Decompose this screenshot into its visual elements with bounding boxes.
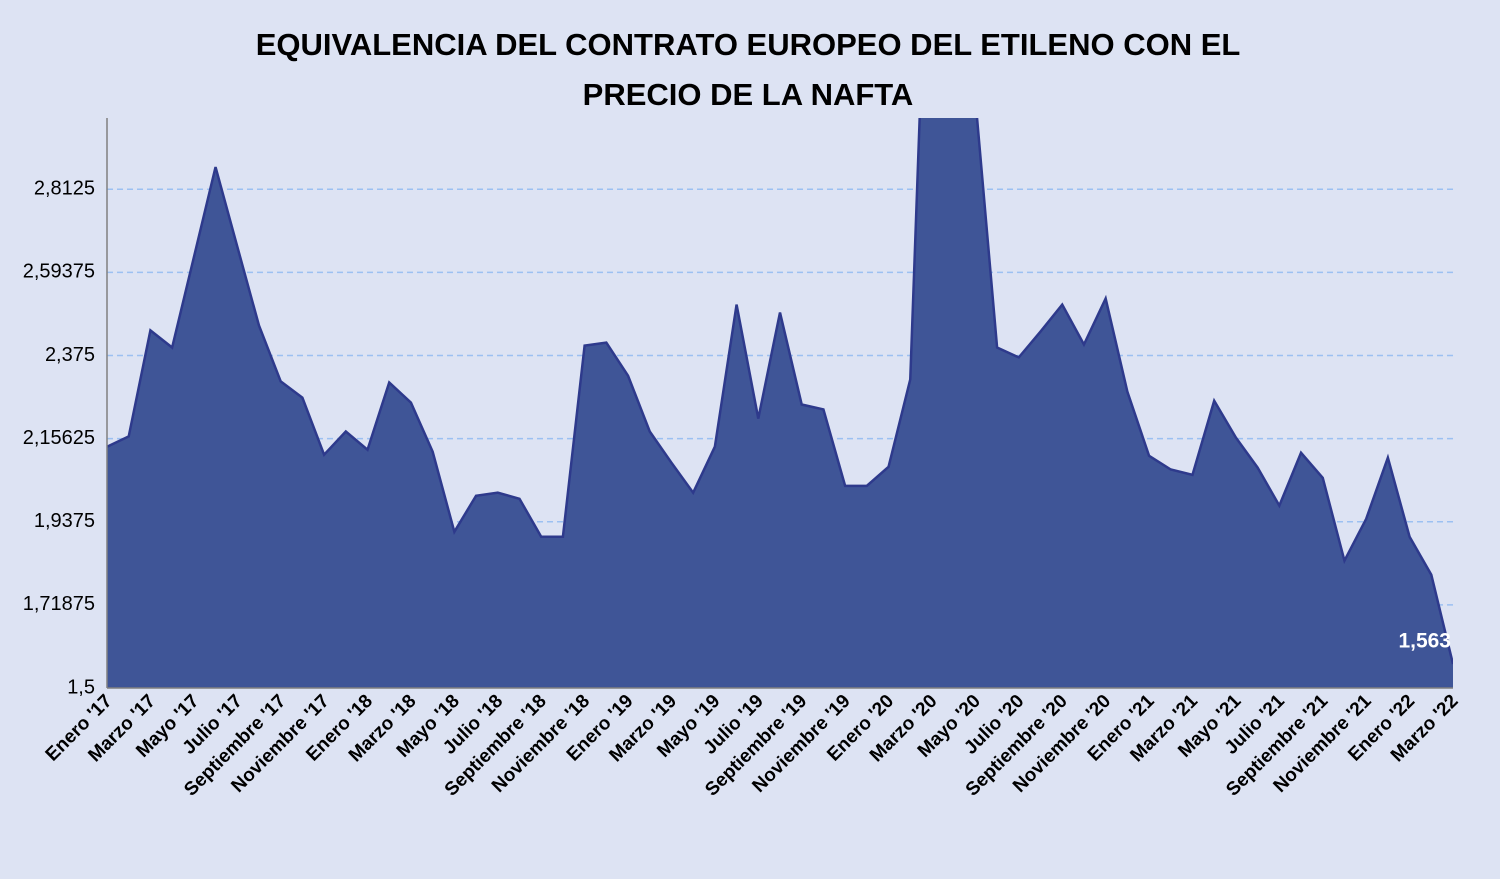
area-line	[107, 118, 1453, 665]
chart-title: PRECIO DE LA NAFTA	[583, 77, 914, 112]
y-tick-label: 1,5	[67, 676, 95, 698]
data-label: 1,563	[1398, 630, 1451, 653]
area	[107, 118, 1453, 688]
y-tick-label: 2,59375	[23, 261, 95, 283]
plot-area	[107, 118, 1453, 688]
y-tick-label: 1,71875	[23, 593, 95, 615]
y-tick-label: 2,8125	[34, 178, 95, 200]
y-tick-label: 1,9375	[34, 510, 95, 532]
y-tick-label: 2,375	[45, 344, 95, 366]
y-tick-label: 2,15625	[23, 427, 95, 449]
chart-title: EQUIVALENCIA DEL CONTRATO EUROPEO DEL ET…	[256, 27, 1241, 62]
